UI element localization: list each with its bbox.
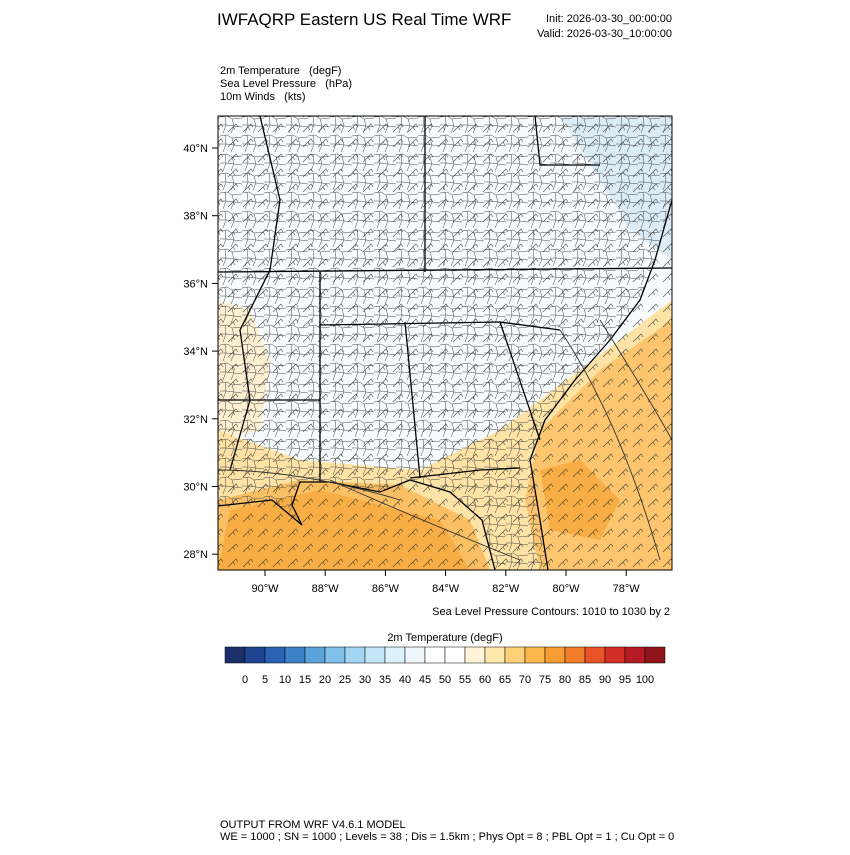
colorbar-box xyxy=(304,646,326,664)
colorbar-label: 100 xyxy=(636,674,654,686)
colorbar-box xyxy=(584,646,606,664)
colorbar-label: 20 xyxy=(319,674,331,686)
lat-label: 28°N xyxy=(183,549,208,561)
lon-label: 80°W xyxy=(552,583,580,595)
axis-ticks: 40°N 38°N 36°N 34°N 32°N 30°N 28°N 90°W 88°W 86°W… xyxy=(183,143,640,595)
colorbar-box xyxy=(224,646,246,664)
lon-label: 84°W xyxy=(432,583,460,595)
colorbar-label: 95 xyxy=(619,674,631,686)
colorbar-box xyxy=(284,646,306,664)
colorbar-label: 60 xyxy=(479,674,491,686)
lat-label: 40°N xyxy=(183,143,208,155)
valid-time: Valid: 2026-03-30_10:00:00 xyxy=(537,28,672,40)
colorbar-box xyxy=(324,646,346,664)
colorbar-label: 90 xyxy=(599,674,611,686)
colorbar-box xyxy=(544,646,566,664)
lat-label: 32°N xyxy=(183,414,208,426)
colorbar-box xyxy=(344,646,366,664)
colorbar-label: 25 xyxy=(339,674,351,686)
colorbar-label: 10 xyxy=(279,674,291,686)
colorbar: 0 5 10 15 20 25 30 35 40 45 50 55 60 65 70 75 80 85 90 95 10… xyxy=(224,646,666,686)
colorbar-label: 65 xyxy=(499,674,511,686)
colorbar-box xyxy=(524,646,546,664)
colorbar-label: 40 xyxy=(399,674,411,686)
colorbar-box xyxy=(604,646,626,664)
footer-line2: WE = 1000 ; SN = 1000 ; Levels = 38 ; Di… xyxy=(220,831,674,843)
pressure-contours xyxy=(218,319,672,561)
colorbar-box xyxy=(244,646,266,664)
lon-label: 78°W xyxy=(613,583,641,595)
lat-label: 38°N xyxy=(183,211,208,223)
map-frame xyxy=(217,115,673,571)
colorbar-box xyxy=(564,646,586,664)
state-lines xyxy=(218,116,672,482)
field-label: 2m Temperature (degF) xyxy=(220,65,341,77)
contour-note: Sea Level Pressure Contours: 1010 to 103… xyxy=(432,606,670,618)
colorbar-box xyxy=(424,646,446,664)
colorbar-box xyxy=(404,646,426,664)
colorbar-label: 45 xyxy=(419,674,431,686)
init-time: Init: 2026-03-30_00:00:00 xyxy=(546,13,672,25)
title: IWFAQRP Eastern US Real Time WRF xyxy=(217,10,511,29)
colorbar-box xyxy=(644,646,666,664)
map xyxy=(218,116,672,570)
colorbar-box xyxy=(484,646,506,664)
colorbar-label: 85 xyxy=(579,674,591,686)
colorbar-box xyxy=(444,646,466,664)
lat-label: 36°N xyxy=(183,278,208,290)
colorbar-label: 70 xyxy=(519,674,531,686)
colorbar-label: 0 xyxy=(242,674,248,686)
colorbar-label: 50 xyxy=(439,674,451,686)
colorbar-label: 55 xyxy=(459,674,471,686)
colorbar-label: 15 xyxy=(299,674,311,686)
colorbar-label: 75 xyxy=(539,674,551,686)
wind-barbs xyxy=(218,116,672,570)
field-label: Sea Level Pressure (hPa) xyxy=(220,78,352,90)
field-list: 2m Temperature (degF)Sea Level Pressure … xyxy=(220,65,352,103)
colorbar-box xyxy=(364,646,386,664)
colorbar-box xyxy=(504,646,526,664)
lat-label: 30°N xyxy=(183,482,208,494)
lon-label: 88°W xyxy=(312,583,340,595)
lon-label: 82°W xyxy=(492,583,520,595)
colorbar-title: 2m Temperature (degF) xyxy=(387,632,502,644)
lat-label: 34°N xyxy=(183,346,208,358)
colorbar-box xyxy=(464,646,486,664)
colorbar-label: 30 xyxy=(359,674,371,686)
lon-label: 90°W xyxy=(251,583,279,595)
colorbar-box xyxy=(624,646,646,664)
colorbar-label: 80 xyxy=(559,674,571,686)
footer-line1: OUTPUT FROM WRF V4.6.1 MODEL xyxy=(220,819,406,831)
colorbar-box xyxy=(264,646,286,664)
field-label: 10m Winds (kts) xyxy=(220,91,306,103)
colorbar-label: 5 xyxy=(262,674,268,686)
colorbar-box xyxy=(384,646,406,664)
lon-label: 86°W xyxy=(372,583,400,595)
colorbar-label: 35 xyxy=(379,674,391,686)
